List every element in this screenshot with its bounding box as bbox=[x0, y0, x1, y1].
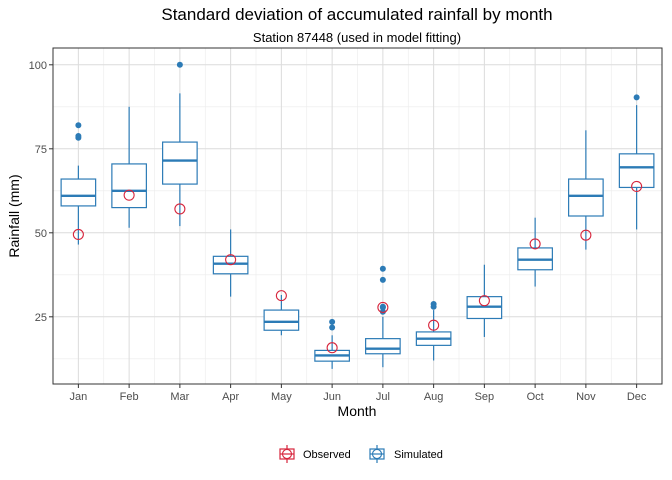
outlier-point bbox=[633, 94, 640, 101]
y-tick-label: 50 bbox=[35, 228, 47, 240]
observed-point bbox=[123, 189, 135, 201]
legend-label-simulated: Simulated bbox=[394, 449, 443, 461]
box-feb bbox=[111, 163, 147, 209]
observed-point bbox=[326, 342, 338, 354]
y-tick-label: 100 bbox=[29, 60, 47, 72]
y-axis-title: Rainfall (mm) bbox=[6, 174, 22, 257]
outlier-point bbox=[379, 276, 386, 283]
x-tick-label: Aug bbox=[424, 391, 444, 403]
chart-title: Standard deviation of accumulated rainfa… bbox=[161, 5, 552, 24]
plot-area: 25 50 75 100 Jan Feb Mar Apr May Jun Jul Aug Sep Oct N… bbox=[29, 47, 663, 403]
panel-border bbox=[52, 47, 663, 385]
outlier-point bbox=[379, 308, 386, 315]
legend-simulated-circle bbox=[371, 448, 383, 460]
y-tick-label: 75 bbox=[35, 144, 47, 156]
x-tick-label: Feb bbox=[120, 391, 139, 403]
x-tick-label: Jul bbox=[376, 391, 390, 403]
x-tick-label: Sep bbox=[475, 391, 495, 403]
x-tick-label: Oct bbox=[527, 391, 544, 403]
observed-point bbox=[529, 238, 541, 250]
observed-point bbox=[72, 228, 84, 241]
observed-point bbox=[377, 301, 389, 313]
observed-point bbox=[174, 203, 186, 215]
box-jan bbox=[60, 178, 97, 207]
x-tick-label: Mar bbox=[170, 391, 189, 403]
legend: Observed Simulated bbox=[277, 444, 443, 464]
outlier-point bbox=[329, 318, 336, 325]
y-tick-label: 25 bbox=[35, 312, 47, 324]
x-tick-label: Dec bbox=[627, 391, 647, 403]
observed-point bbox=[275, 290, 287, 302]
legend-key-observed bbox=[277, 444, 297, 464]
box-nov bbox=[568, 178, 604, 217]
outlier-point bbox=[176, 61, 183, 68]
observed-point bbox=[631, 180, 643, 192]
observed-point bbox=[580, 229, 592, 241]
box-mar bbox=[162, 141, 198, 185]
outlier-point bbox=[379, 265, 386, 272]
box-jul bbox=[365, 338, 401, 355]
x-tick-label: Nov bbox=[576, 391, 596, 403]
outlier-point bbox=[430, 301, 437, 308]
x-axis-title: Month bbox=[338, 403, 377, 419]
x-tick-label: May bbox=[271, 391, 292, 403]
chart-subtitle: Station 87448 (used in model fitting) bbox=[253, 30, 461, 45]
legend-label-observed: Observed bbox=[303, 449, 351, 461]
outlier-point bbox=[379, 303, 386, 310]
observed-point bbox=[225, 254, 237, 266]
outlier-point bbox=[75, 133, 82, 140]
legend-key-simulated bbox=[367, 444, 387, 464]
x-tick-label: Jan bbox=[70, 391, 88, 403]
outlier-point bbox=[75, 122, 82, 129]
box-dec bbox=[618, 153, 655, 189]
outlier-point bbox=[329, 324, 336, 331]
x-tick-label: Jun bbox=[323, 391, 341, 403]
observed-point bbox=[478, 295, 490, 307]
observed-point bbox=[428, 319, 440, 331]
box-may bbox=[263, 309, 300, 331]
x-tick-label: Apr bbox=[222, 391, 239, 403]
legend-observed-circle bbox=[281, 448, 293, 460]
